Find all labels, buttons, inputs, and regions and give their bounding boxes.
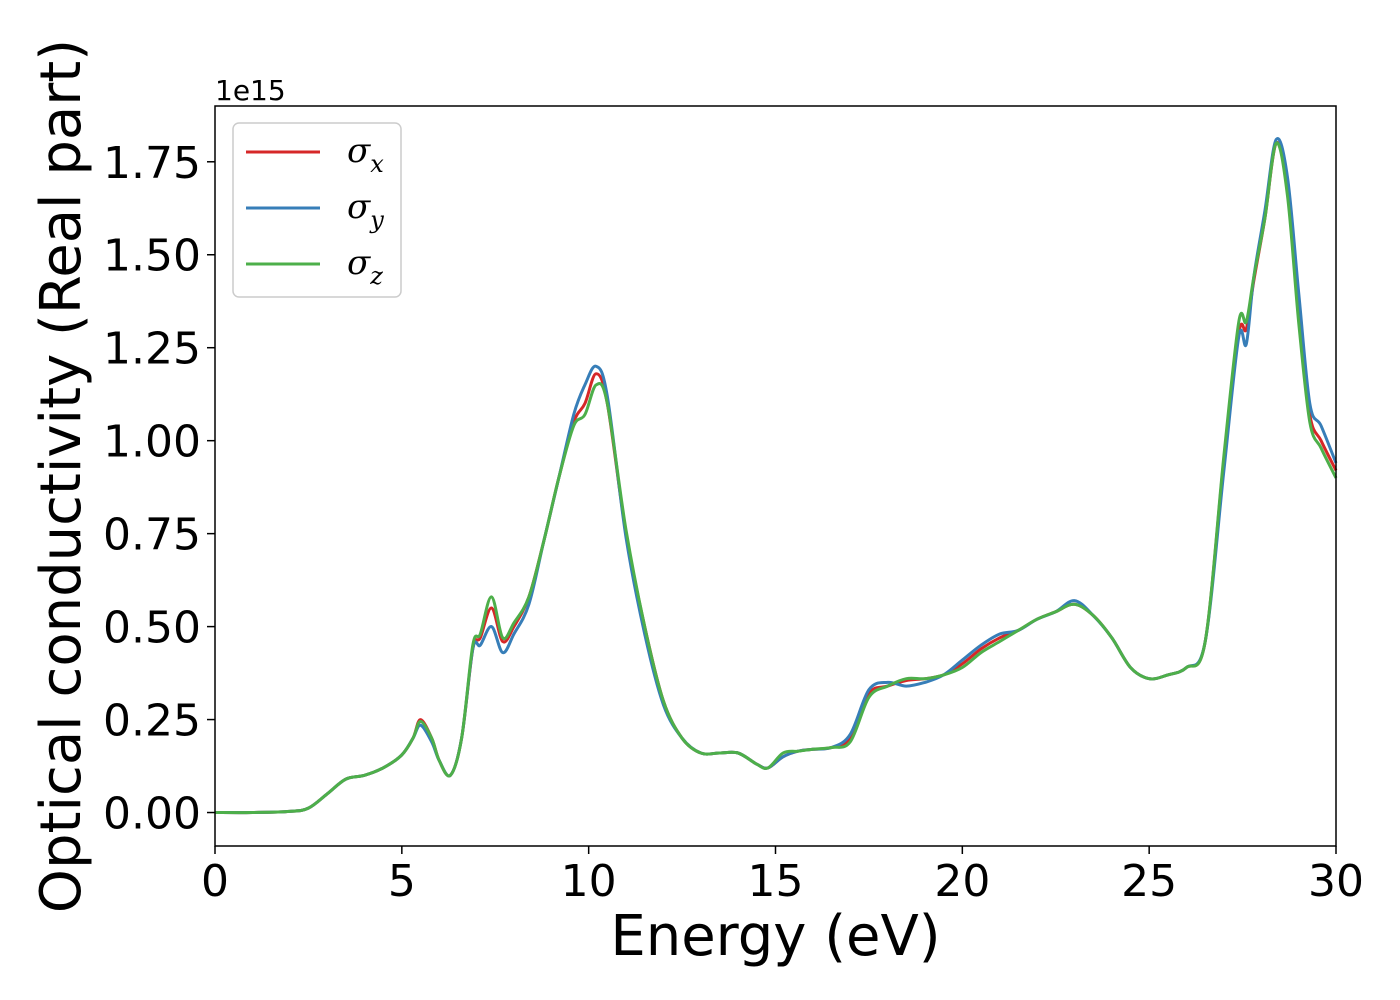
x-tick-label: 20	[934, 856, 990, 907]
y-tick-label: 0.75	[103, 510, 201, 561]
legend-box	[232, 122, 402, 298]
legend-label-y: σy	[347, 187, 384, 234]
y-tick-label: 1.50	[103, 231, 201, 282]
y-tick-label: 0.00	[103, 789, 201, 840]
x-tick-label: 30	[1308, 856, 1364, 907]
x-tick-label: 0	[201, 856, 229, 907]
series-lines	[214, 136, 1338, 815]
x-tick-label: 15	[748, 856, 804, 907]
x-tick-label: 25	[1121, 856, 1177, 907]
series-line-z	[214, 141, 1338, 815]
y-axis-title: Optical conductivity (Real part)	[29, 39, 94, 913]
y-tick-label: 1.00	[103, 417, 201, 468]
y-axis-ticks: 0.00 0.25 0.50 0.75 1.00 1.25 1.50 1.75	[103, 138, 215, 840]
y-tick-label: 1.75	[103, 138, 201, 189]
y-axis-offset-label: 1e15	[215, 74, 286, 107]
x-tick-label: 5	[388, 856, 416, 907]
x-tick-label: 10	[561, 856, 617, 907]
legend: σx σy σz	[232, 122, 402, 298]
x-axis-title: Energy (eV)	[610, 904, 940, 969]
y-tick-label: 0.50	[103, 603, 201, 654]
legend-label-x: σx	[347, 131, 384, 178]
y-tick-label: 1.25	[103, 324, 201, 375]
y-tick-label: 0.25	[103, 696, 201, 747]
legend-label-z: σz	[347, 243, 383, 290]
x-axis-ticks: 0 5 10 15 20 25 30	[201, 846, 1364, 907]
